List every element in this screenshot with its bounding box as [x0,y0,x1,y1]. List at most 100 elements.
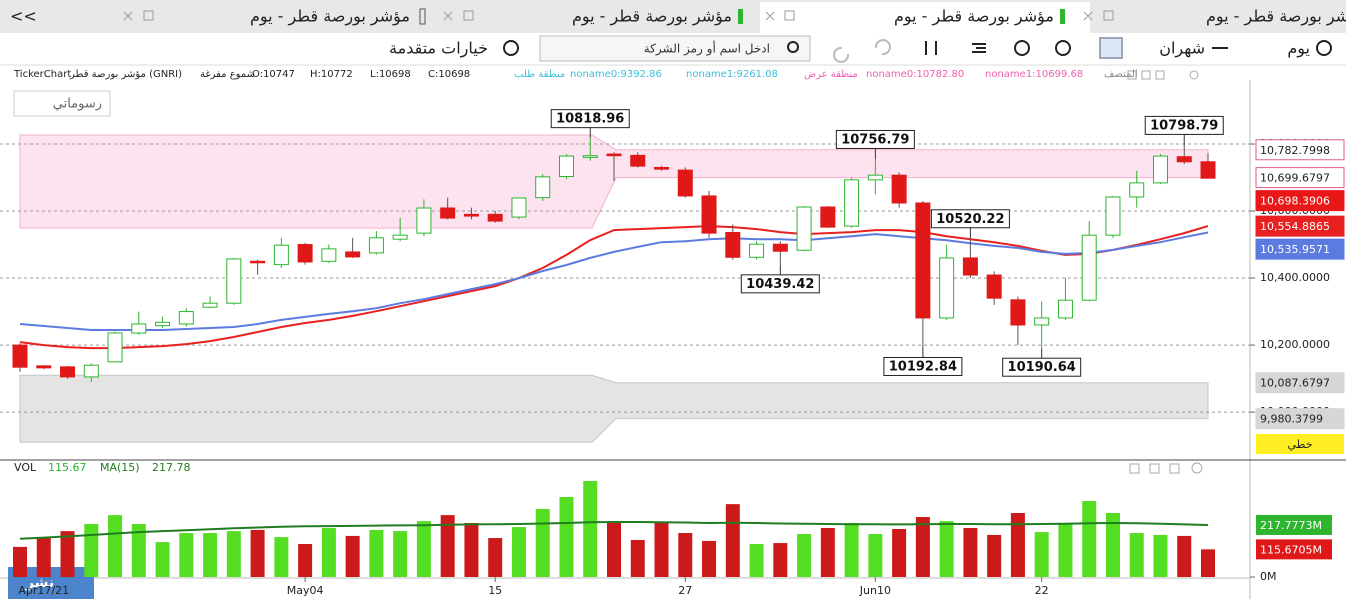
search-icon [787,41,799,53]
volume-bar [1058,523,1073,577]
volume-bar [725,504,740,577]
advanced-options[interactable]: خيارات متقدمة [389,39,488,59]
clock-icon [1316,40,1332,56]
tab-indicator [1060,9,1065,24]
x-tick-label: 27 [678,584,692,597]
tab[interactable]: مؤشر بورصة قطر - يوم [894,7,1054,27]
active-tab-bg [760,2,1090,33]
volume-bar [963,528,978,577]
search-box[interactable] [539,35,811,62]
candle-body [1057,299,1073,319]
annotation-label: 10439.42 [746,277,814,292]
range-button[interactable]: شهران [1159,39,1205,59]
x-tick-label: 22 [1035,584,1049,597]
x-tick-label: 15 [488,584,502,597]
price-label: 10,782.7998 [1260,144,1330,157]
volume-bar [131,523,146,577]
volume-bar [607,523,621,577]
candle-body [867,174,883,181]
period-button[interactable]: يوم [1287,39,1310,59]
toolbar-icons [833,37,1123,63]
candle-body [1081,234,1097,301]
candle-body [796,206,812,251]
volume-bar [987,534,1002,577]
candle-body [368,237,384,254]
candle-body [749,243,765,258]
volume-bar [274,537,289,577]
volume-bar [1129,533,1144,577]
annotation-label: 10520.22 [936,212,1004,227]
volume-bar [820,528,835,577]
volume-ma [19,521,1209,540]
volume-bar [321,528,336,577]
info-text: noname0:10782.80 [866,69,964,80]
info-text: noname1:9261.08 [686,69,778,80]
volume-bar [749,544,764,577]
volume-bar [488,538,503,577]
candle-body [12,344,28,368]
volume-label-box [1256,514,1332,535]
annotation-box [1002,357,1082,377]
candle-body [511,197,527,218]
tab[interactable]: مؤشر بورصة قطر - يوم [250,7,410,27]
zone [19,134,1209,229]
candle-body [463,213,479,217]
annotation-label: 10190.64 [1008,360,1076,375]
candle-body [273,244,289,266]
volume-bar [630,539,645,577]
candle-body [131,323,147,334]
annotation-box [740,274,820,294]
volume-bar [36,538,51,577]
volume-bar [369,529,384,577]
volume-bar [416,521,431,577]
annotation-label: 10756.79 [841,132,909,147]
annotation-box [1144,115,1224,135]
info-text: O:10747 [252,69,295,80]
annotation-label: 10818.96 [556,112,624,127]
candle-body [844,179,860,227]
candle-body [60,366,76,378]
annotation-label: 10798.79 [1150,118,1218,133]
price-label-box [1255,190,1345,212]
candle-body [36,365,52,369]
candle-body [1176,156,1192,163]
volume-bar [939,521,954,577]
tab[interactable]: مؤشر بورصة قطر - يوم [1206,7,1346,27]
volume-bar [60,531,75,577]
candle-body [416,207,432,234]
tab[interactable]: مؤشر بورصة قطر - يوم [572,7,732,27]
candle-body [677,169,693,197]
volume-legend: MA(15) [100,461,140,474]
candle-body [440,207,456,219]
candle-body [891,174,907,204]
volume-bar [1153,534,1168,577]
info-text: مؤشر بورصة قطر (GNRI) [69,69,182,80]
tab-scroll[interactable]: << [10,7,37,26]
price-label: 9,980.3799 [1260,413,1323,426]
volume-bar [440,515,455,577]
price-label: 10,699.6797 [1260,172,1330,185]
candle-body [701,195,717,234]
candle-body [915,202,931,319]
volume-bar [298,544,313,577]
candle-body [654,166,670,170]
price-label: 10,554.8865 [1260,220,1330,233]
info-text: منطقة طلب [514,69,565,80]
volume-bar [654,523,669,577]
price-label-box [1255,167,1345,189]
info-text: منطقة عرض [804,69,858,80]
candle-body [1034,317,1050,326]
price-label: 10,535.9571 [1260,243,1330,256]
info-text: noname1:10699.68 [985,69,1083,80]
volume-bar [797,533,812,577]
annotation-box [930,209,1010,229]
candle-body [345,251,361,258]
drawings-button[interactable] [13,90,111,117]
info-text: H:10772 [310,69,353,80]
price-label: 10,087.6797 [1260,377,1330,390]
candle-body [820,206,836,228]
volume-bar [1082,501,1097,577]
volume-bar [84,523,99,577]
volume-bar [583,480,598,577]
candle-body [226,258,242,304]
